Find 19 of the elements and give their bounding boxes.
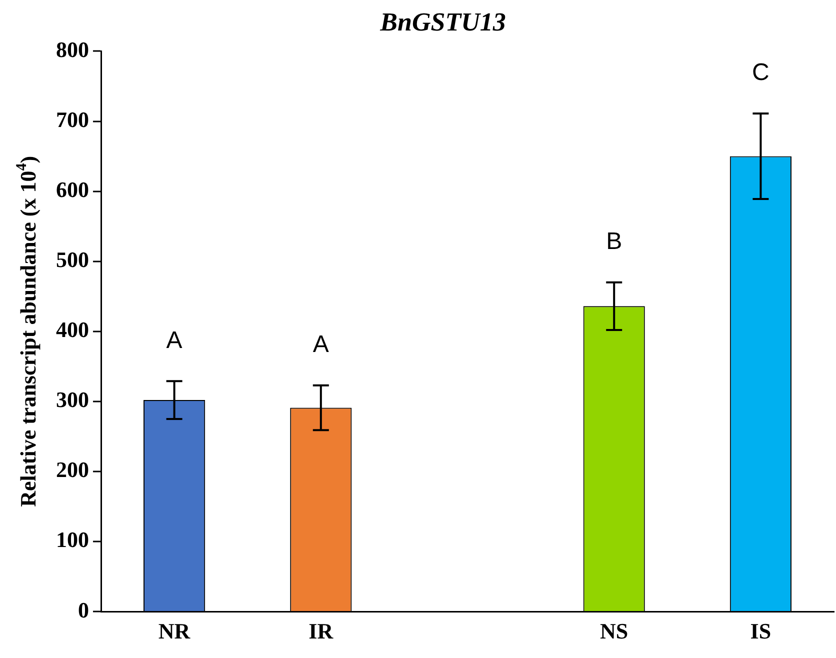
x-tick-label: IS bbox=[750, 618, 772, 644]
x-tick-label: IR bbox=[308, 618, 334, 644]
y-axis-title: Relative transcript abundance (x 104) bbox=[14, 156, 41, 507]
x-tick-label: NR bbox=[158, 618, 192, 644]
y-tick-label: 500 bbox=[56, 247, 89, 272]
annotation: C bbox=[752, 59, 770, 86]
y-tick-label: 300 bbox=[56, 387, 89, 412]
x-tick-label: NS bbox=[600, 618, 628, 644]
chart-title: BnGSTU13 bbox=[379, 7, 506, 36]
y-tick-label: 0 bbox=[78, 597, 89, 622]
y-tick-label: 100 bbox=[56, 527, 89, 552]
y-tick-label: 400 bbox=[56, 317, 89, 342]
y-tick-label: 700 bbox=[56, 106, 89, 132]
annotation: B bbox=[606, 228, 622, 255]
annotation: A bbox=[312, 330, 329, 358]
y-tick-label: 600 bbox=[56, 176, 89, 202]
y-tick-label: 200 bbox=[56, 457, 89, 482]
annotation: A bbox=[166, 326, 182, 354]
y-tick-label: 800 bbox=[56, 36, 89, 62]
